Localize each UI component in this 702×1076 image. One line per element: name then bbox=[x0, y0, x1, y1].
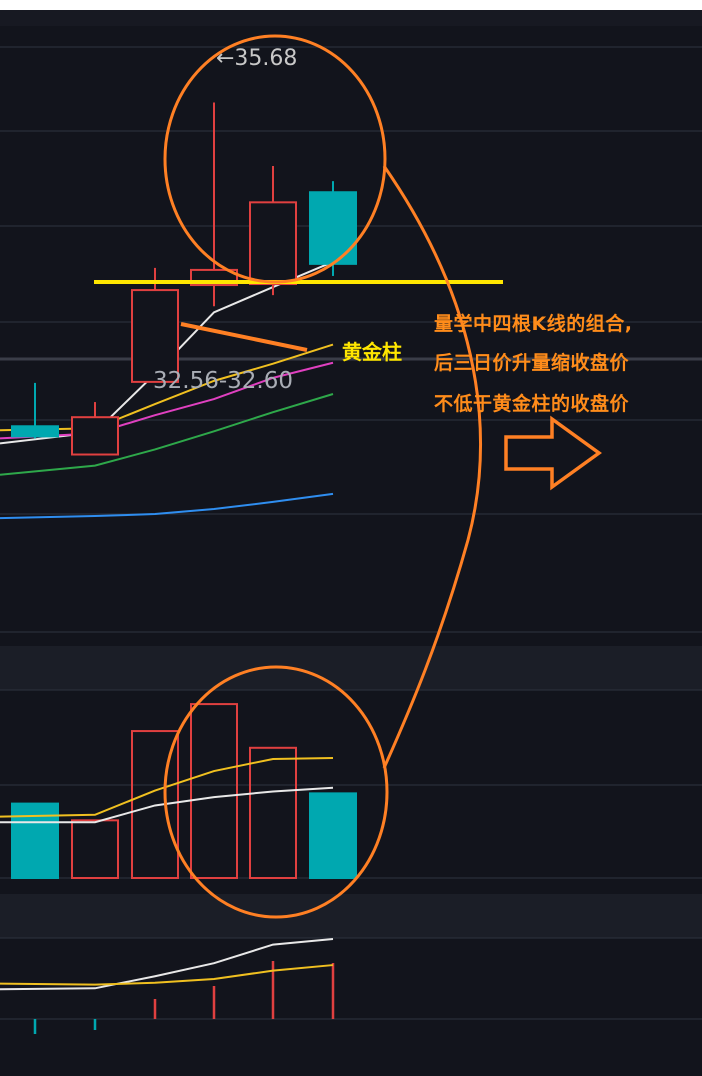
top-strip bbox=[0, 0, 702, 10]
candle-body-0 bbox=[11, 425, 59, 438]
price-panel-header bbox=[0, 10, 702, 26]
volume-panel-header bbox=[0, 646, 702, 690]
indicator-line-1 bbox=[0, 964, 334, 986]
high-price-label: ←35.68 bbox=[216, 46, 297, 71]
candle-body-5 bbox=[309, 191, 357, 265]
note-line-2: 后三日价升量缩收盘价 bbox=[434, 352, 630, 374]
candle-body-2 bbox=[131, 289, 179, 383]
golden-bar-pointer bbox=[180, 322, 308, 352]
volume-ma-line-1 bbox=[0, 786, 334, 824]
indicator-line-0 bbox=[0, 938, 334, 991]
volume-bar-4 bbox=[249, 746, 297, 879]
highlight-ellipse-price bbox=[163, 34, 387, 284]
range-price-label: 32.56-32.60 bbox=[153, 368, 293, 394]
volume-bar-5 bbox=[309, 792, 357, 879]
indicator-panel-header bbox=[0, 894, 702, 938]
note-line-3: 不低于黄金柱的收盘价 bbox=[434, 393, 630, 415]
highlight-ellipse-volume bbox=[163, 665, 389, 919]
connector-curve bbox=[382, 165, 482, 769]
price-ma-line-4 bbox=[0, 492, 334, 520]
volume-bar-2 bbox=[131, 730, 179, 879]
volume-bar-1 bbox=[71, 819, 119, 880]
note-line-1: 量学中四根K线的组合, bbox=[434, 313, 633, 335]
candle-body-1 bbox=[71, 416, 119, 456]
volume-ma-line-0 bbox=[0, 757, 334, 818]
volume-bar-3 bbox=[190, 703, 238, 880]
right-arrow-icon bbox=[504, 415, 602, 491]
candle-body-4 bbox=[249, 201, 297, 286]
golden-bar-label: 黄金柱 bbox=[342, 340, 402, 364]
price-ma-line-3 bbox=[0, 393, 334, 476]
